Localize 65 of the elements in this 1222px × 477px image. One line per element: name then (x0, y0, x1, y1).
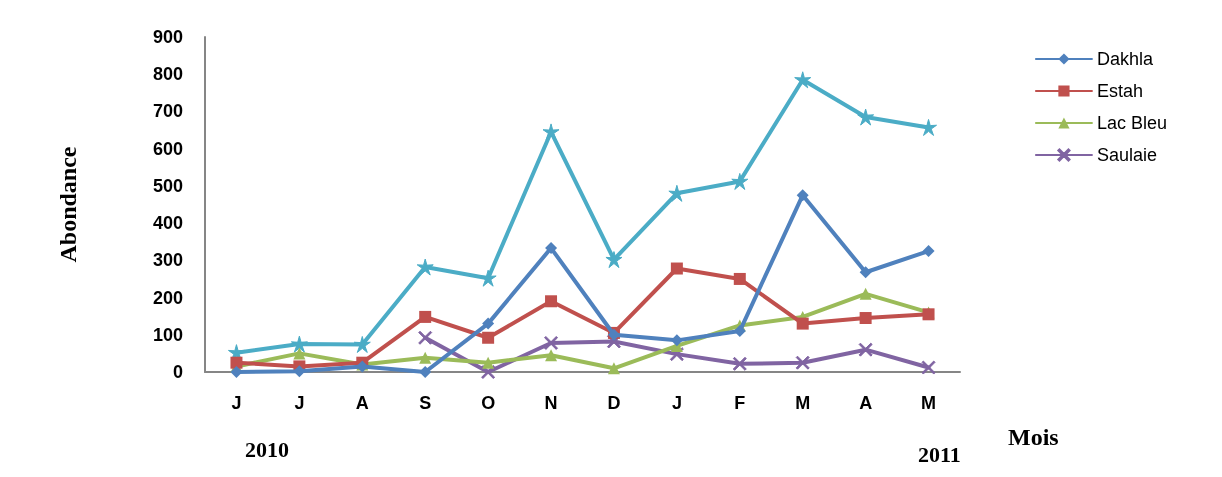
point (796, 317, 809, 330)
y-tick-label: 300 (152, 250, 183, 271)
point (795, 355, 810, 370)
x-tick-label: D (607, 393, 621, 413)
y-tick-label: 200 (152, 287, 183, 308)
y-tick-label: 100 (152, 324, 183, 345)
x-tick-label: M (921, 393, 937, 413)
y-tick-label: 0 (172, 362, 183, 382)
legend-label: Dakhla (1096, 49, 1154, 69)
point (859, 287, 872, 300)
point (921, 360, 936, 375)
point (353, 335, 371, 353)
point (920, 118, 938, 136)
point (545, 349, 558, 362)
point (607, 362, 620, 375)
point (731, 172, 749, 190)
point (794, 71, 812, 89)
x-tick-label: M (795, 393, 811, 413)
point (733, 272, 746, 285)
point (605, 251, 623, 269)
point (482, 317, 495, 330)
y-tick-label: 500 (152, 175, 183, 196)
point (922, 245, 935, 258)
x-tick-label: F (734, 393, 746, 413)
x-tick-label: N (544, 393, 558, 413)
point (290, 335, 308, 353)
point (418, 330, 433, 345)
y-tick-label: 900 (152, 27, 183, 47)
text: 2011 (918, 441, 961, 467)
x-tick-label: A (355, 393, 369, 413)
point (545, 242, 558, 255)
x-tick-label: J (671, 393, 682, 413)
x-tick-label: J (231, 393, 242, 413)
point (542, 123, 560, 141)
x-tick-label: S (419, 393, 432, 413)
y-tick-label: 800 (152, 64, 183, 85)
point (230, 356, 243, 369)
legend-label: Estah (1096, 81, 1143, 101)
point (482, 331, 495, 344)
point (416, 258, 434, 276)
point (419, 351, 432, 364)
point (859, 312, 872, 325)
y-tick-label: 600 (152, 138, 183, 159)
y-tick-label: 700 (152, 101, 183, 122)
point (796, 189, 809, 202)
point (419, 310, 432, 323)
text: 2010 (245, 436, 289, 462)
point (857, 108, 875, 126)
point (670, 262, 683, 275)
point (732, 356, 747, 371)
point (293, 347, 306, 360)
point (482, 356, 495, 369)
x-tick-label: A (859, 393, 873, 413)
x-tick-label: J (294, 393, 305, 413)
point (858, 342, 873, 357)
legend-label: Lac Bleu (1096, 113, 1168, 133)
x-axis-title: Mois (1008, 424, 1059, 450)
x-tick-label: O (481, 393, 496, 413)
point (544, 335, 559, 350)
legend-label: Saulaie (1096, 145, 1157, 165)
point (859, 266, 872, 279)
y-tick-label: 400 (152, 213, 183, 234)
y-axis-title: Abondance (55, 146, 81, 263)
point (545, 295, 558, 308)
point (419, 366, 432, 378)
